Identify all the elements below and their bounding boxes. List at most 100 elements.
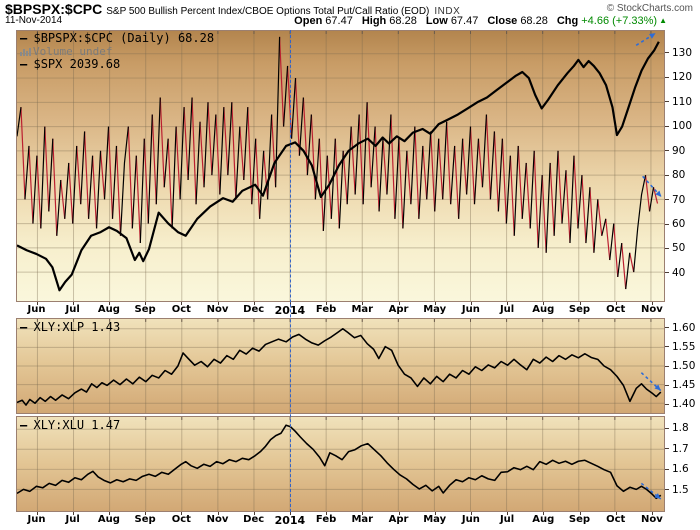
x-tick-mark: [507, 302, 509, 305]
x-tick-label: Jun: [461, 304, 480, 315]
legend-item: — XLY:XLU 1.47: [20, 419, 120, 432]
x-tick-label: Aug: [97, 304, 120, 315]
x-tick-mark: [362, 512, 364, 515]
legend-line-swatch: —: [20, 320, 27, 334]
y-tick-mark: [665, 125, 669, 127]
x-tick-label: Feb: [315, 304, 337, 315]
stockcharts-copyright: © StockCharts.com: [606, 3, 693, 14]
y-tick-mark: [665, 76, 669, 78]
x-tick-mark: [470, 302, 472, 305]
x-tick-mark: [326, 512, 328, 515]
x-tick-mark: [253, 302, 255, 305]
upper-x-axis: Jun Jul Aug Sep Oct Nov Dec 2014 Feb Mar Apr May Jun…: [16, 302, 665, 317]
x-tick-label: Aug: [532, 514, 555, 525]
x-tick-label: Mar: [351, 304, 374, 315]
high-value: 68.28: [389, 15, 417, 27]
low-value: 67.47: [450, 15, 479, 27]
x-tick-mark: [651, 302, 653, 305]
x-tick-mark: [507, 512, 509, 515]
y-tick-mark: [665, 384, 669, 386]
y-tick-mark: [665, 101, 669, 103]
y-tick-label: 1.40: [672, 398, 696, 410]
chg-label: Chg: [556, 15, 579, 27]
x-tick-mark: [145, 512, 147, 515]
y-tick-label: 50: [672, 242, 686, 255]
lower-x-axis: Jun Jul Aug Sep Oct Nov Dec 2014 Feb Mar Apr May Jun…: [16, 512, 665, 527]
close-label: Close: [487, 15, 518, 27]
x-tick-mark: [615, 512, 617, 515]
x-tick-label: May: [423, 514, 447, 525]
x-tick-mark: [398, 512, 400, 515]
x-tick-label: Oct: [606, 304, 626, 315]
y-tick-label: 1.5: [672, 483, 689, 496]
x-tick-label: Apr: [388, 514, 409, 525]
x-tick-label: Apr: [388, 304, 409, 315]
x-tick-label: Sep: [134, 304, 156, 315]
y-tick-label: 70: [672, 193, 686, 206]
x-tick-mark: [36, 302, 38, 305]
x-tick-label: Jun: [27, 304, 46, 315]
symbol-title: $BPSPX:$CPC: [5, 1, 103, 17]
x-tick-mark: [181, 302, 183, 305]
chart-header: $BPSPX:$CPC S&P 500 Bullish Percent Index…: [0, 0, 700, 29]
y-tick-mark: [665, 199, 669, 201]
y-tick-mark: [665, 150, 669, 152]
year-2014-vline: [289, 30, 291, 512]
x-tick-label: Nov: [641, 514, 663, 525]
y-tick-mark: [665, 223, 669, 225]
x-tick-mark: [36, 512, 38, 515]
x-tick-mark: [145, 302, 147, 305]
x-tick-label: Jul: [499, 304, 515, 315]
y-tick-label: 1.6: [672, 463, 689, 476]
x-tick-label: Aug: [532, 304, 555, 315]
legend-item: — XLY:XLP 1.43: [20, 321, 120, 334]
x-tick-mark: [579, 302, 581, 305]
x-tick-mark: [326, 302, 328, 305]
x-tick-label: Oct: [171, 514, 191, 525]
x-tick-mark: [398, 302, 400, 305]
y-tick-label: 130: [672, 46, 693, 59]
x-tick-mark: [72, 302, 74, 305]
x-tick-label: 2014: [274, 514, 306, 527]
y-tick-label: 1.55: [672, 340, 696, 353]
exchange-label: INDX: [434, 6, 461, 17]
x-tick-label: Sep: [134, 514, 156, 525]
x-tick-label: Sep: [568, 514, 591, 525]
legend-label: Volume undef: [33, 45, 113, 58]
legend-item: — $BPSPX:$CPC (Daily) 68.28: [20, 32, 214, 45]
x-tick-label: Jul: [499, 514, 515, 525]
y-tick-mark: [665, 448, 669, 450]
x-tick-label: Jul: [65, 514, 80, 525]
y-tick-mark: [665, 247, 669, 249]
y-tick-mark: [665, 403, 669, 405]
chart-date: 11-Nov-2014: [5, 15, 63, 26]
xly-xlu-legend: — XLY:XLU 1.47: [20, 419, 120, 432]
xly-xlu-y-axis: 1.5 1.6 1.7 1.8: [665, 416, 700, 512]
main-y-axis: 40 50 60 70 80 90 100 110 120 130: [665, 30, 700, 302]
y-tick-mark: [665, 346, 669, 348]
x-tick-label: Nov: [206, 514, 229, 525]
y-tick-label: 90: [672, 144, 686, 157]
y-tick-label: 110: [672, 95, 693, 108]
chg-value: +4.66 (+7.33%): [581, 15, 658, 27]
x-tick-label: Aug: [97, 514, 120, 525]
volume-icon: [20, 46, 31, 59]
legend-label: XLY:XLP 1.43: [33, 320, 121, 334]
x-tick-mark: [543, 512, 545, 515]
x-tick-label: Mar: [351, 514, 374, 525]
main-chart-panel: [16, 30, 665, 302]
legend-label: $BPSPX:$CPC (Daily) 68.28: [33, 31, 215, 45]
y-tick-mark: [665, 489, 669, 491]
y-tick-mark: [665, 52, 669, 54]
x-tick-mark: [217, 512, 219, 515]
x-tick-mark: [72, 512, 74, 515]
high-label: High: [361, 15, 387, 27]
x-tick-mark: [108, 512, 110, 515]
x-tick-label: Nov: [206, 304, 229, 315]
y-tick-mark: [665, 272, 669, 274]
legend-item: Volume undef: [20, 45, 214, 58]
open-label: Open: [294, 15, 323, 27]
y-tick-mark: [665, 174, 669, 176]
x-tick-mark: [253, 512, 255, 515]
open-value: 67.47: [325, 15, 353, 27]
